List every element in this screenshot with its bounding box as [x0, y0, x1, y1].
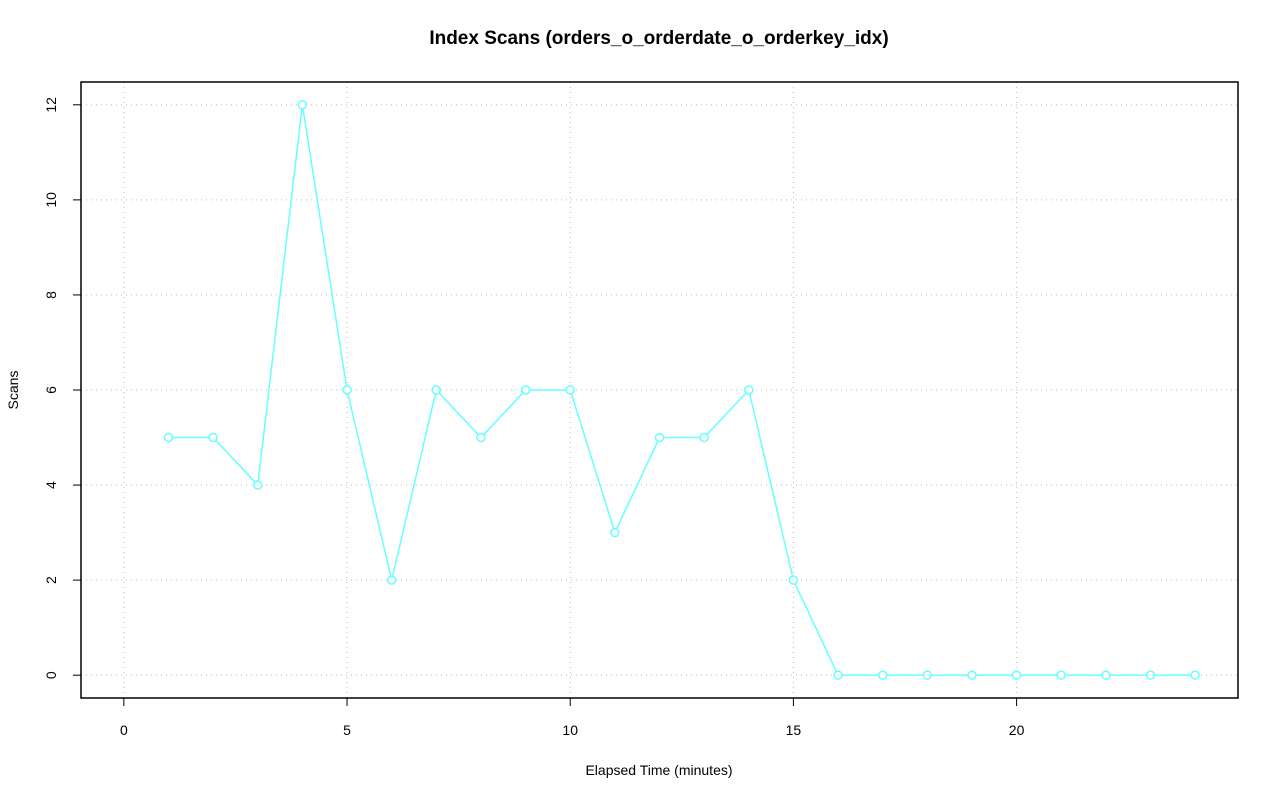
point — [565, 385, 575, 395]
series-line — [168, 104, 1196, 676]
x-axis-label: Elapsed Time (minutes) — [585, 762, 732, 778]
x-tick-label: 10 — [562, 722, 578, 738]
plot — [163, 100, 1200, 680]
point — [431, 385, 442, 395]
point — [253, 480, 263, 490]
point — [967, 670, 977, 680]
point — [744, 385, 754, 395]
y-tick-label: 10 — [43, 192, 59, 208]
chart-title: Index Scans (orders_o_orderdate_o_orderk… — [429, 28, 888, 49]
y-tick-label: 6 — [43, 386, 59, 394]
point — [699, 432, 709, 443]
point — [163, 432, 174, 443]
point — [922, 670, 933, 680]
point — [208, 432, 218, 443]
y-tick-label: 0 — [43, 671, 59, 679]
point — [788, 575, 799, 585]
point — [386, 575, 397, 585]
point — [1145, 670, 1156, 680]
y-tick-label: 2 — [43, 576, 59, 584]
x-tick-label: 5 — [343, 722, 351, 738]
x-tick-label: 20 — [1009, 722, 1025, 738]
y-tick-label: 8 — [43, 291, 59, 299]
point — [1011, 670, 1022, 680]
y-tick-label: 12 — [43, 97, 59, 113]
point — [654, 432, 665, 443]
point — [833, 670, 843, 680]
point — [610, 527, 620, 538]
point — [1056, 670, 1066, 680]
y-axis-label: Scans — [5, 371, 21, 410]
point — [1101, 670, 1111, 680]
point — [520, 385, 531, 395]
y-tick-label: 4 — [43, 481, 59, 489]
point — [342, 385, 352, 395]
point — [1190, 670, 1200, 680]
point — [476, 432, 486, 443]
x-tick-label: 0 — [120, 722, 128, 738]
point — [877, 670, 888, 680]
point — [297, 100, 308, 110]
x-tick-label: 15 — [786, 722, 802, 738]
